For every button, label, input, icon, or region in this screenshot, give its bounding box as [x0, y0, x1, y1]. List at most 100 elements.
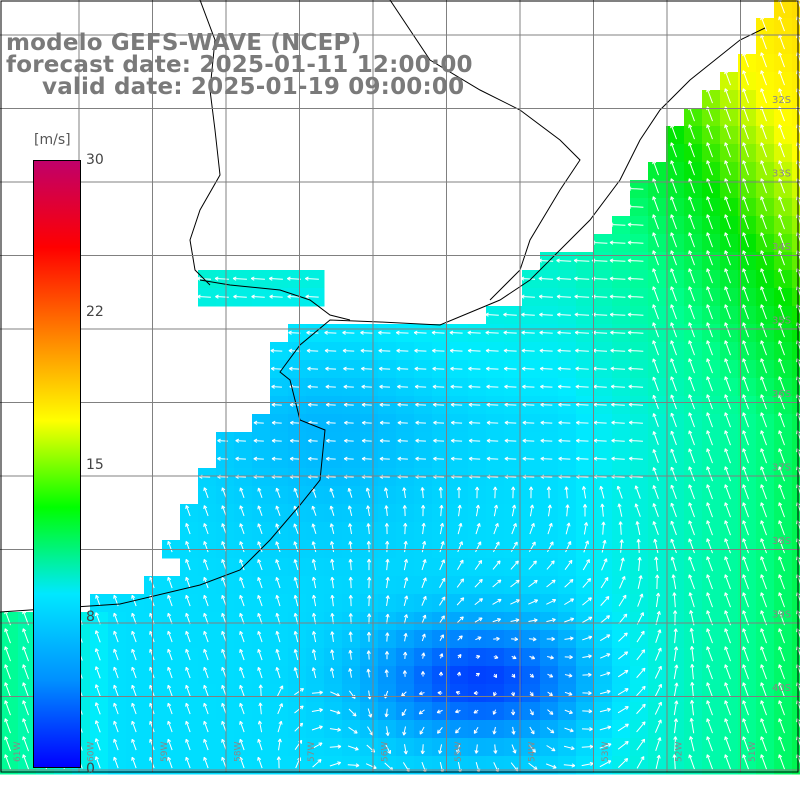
- wind-arrow: [529, 673, 535, 678]
- wind-arrow: [653, 538, 659, 554]
- wind-arrow: [275, 630, 281, 643]
- wind-arrow: [22, 646, 29, 662]
- wind-arrow: [760, 754, 767, 770]
- lat-label: 35S: [772, 316, 791, 327]
- wind-arrow: [185, 666, 191, 679]
- wind-arrow: [760, 286, 767, 302]
- wind-arrow: [329, 505, 335, 516]
- wind-arrow: [432, 366, 445, 371]
- wind-arrow: [742, 358, 749, 374]
- wind-arrow: [311, 649, 317, 661]
- wind-arrow: [724, 574, 731, 590]
- wind-arrow: [305, 294, 319, 299]
- wind-arrow: [306, 330, 319, 335]
- wind-arrow: [599, 742, 612, 749]
- wind-arrow: [724, 214, 731, 230]
- wind-arrow: [510, 541, 518, 553]
- wind-arrow: [778, 376, 785, 392]
- wind-cell: [792, 720, 800, 739]
- wind-arrow: [312, 759, 322, 768]
- wind-cell: [792, 270, 800, 289]
- wind-arrow: [221, 594, 227, 607]
- wind-arrow: [221, 684, 227, 697]
- wind-arrow: [652, 503, 659, 517]
- wind-arrow: [475, 504, 480, 517]
- wind-cell: [792, 684, 800, 703]
- wind-arrow: [593, 438, 607, 443]
- wind-arrow: [277, 685, 284, 697]
- wind-arrow: [778, 250, 785, 266]
- coastline: [0, 0, 766, 613]
- wind-arrow: [778, 736, 785, 752]
- wind-arrow: [688, 412, 695, 428]
- wind-arrow: [724, 484, 731, 500]
- wind-arrow: [564, 727, 574, 733]
- wind-arrow: [673, 700, 679, 716]
- wind-arrow: [760, 268, 767, 284]
- wind-arrow: [599, 760, 612, 768]
- wind-arrow: [546, 636, 555, 642]
- wind-arrow: [778, 160, 785, 176]
- wind-arrow: [22, 754, 29, 770]
- wind-arrow: [557, 384, 571, 389]
- wind-arrow: [275, 505, 281, 516]
- wind-arrow: [547, 504, 552, 517]
- wind-arrow: [688, 376, 695, 392]
- wind-arrow: [563, 763, 576, 768]
- wind-cell: [792, 36, 800, 55]
- wind-arrow: [742, 466, 749, 482]
- wind-arrow: [564, 636, 574, 641]
- wind-arrow: [760, 124, 767, 140]
- wind-arrow: [402, 726, 407, 736]
- coastline-main: [0, 27, 766, 613]
- wind-arrow: [670, 250, 677, 266]
- wind-arrow: [706, 628, 713, 644]
- lon-label: 59W: [160, 742, 170, 762]
- wind-cell: [792, 288, 800, 307]
- wind-arrow: [673, 682, 679, 698]
- wind-cell: [792, 486, 800, 505]
- wind-arrow: [652, 322, 659, 338]
- wind-cell: [792, 396, 800, 415]
- wind-arrow: [742, 322, 749, 338]
- wind-arrow: [510, 599, 520, 605]
- wind-arrow: [456, 559, 464, 571]
- wind-arrow: [379, 456, 390, 461]
- wind-arrow: [486, 438, 499, 443]
- wind-arrow: [203, 738, 209, 751]
- wind-arrow: [311, 612, 317, 625]
- wind-arrow: [378, 330, 391, 335]
- wind-cell: [792, 378, 800, 397]
- wind-arrow: [617, 706, 629, 714]
- wind-arrow: [742, 628, 749, 644]
- wind-arrow: [575, 366, 589, 371]
- wind-arrow: [628, 348, 644, 353]
- wind-arrow: [528, 599, 539, 605]
- wind-arrow: [257, 523, 263, 535]
- wind-arrow: [706, 142, 713, 158]
- wind-cell: [792, 306, 800, 325]
- wind-arrow: [778, 286, 785, 302]
- wind-arrow: [270, 348, 283, 353]
- wind-arrow: [432, 402, 445, 407]
- wind-arrow: [294, 688, 304, 696]
- wind-arrow: [520, 294, 535, 299]
- wind-arrow: [724, 70, 731, 86]
- wind-arrow: [239, 630, 245, 643]
- wind-arrow: [475, 636, 482, 641]
- wind-arrow: [742, 160, 749, 176]
- wind-arrow: [288, 348, 301, 353]
- wind-arrow: [706, 286, 713, 302]
- wind-arrow: [347, 763, 360, 768]
- wind-arrow: [239, 684, 245, 697]
- wind-arrow: [203, 720, 209, 733]
- wind-arrow: [778, 214, 785, 230]
- wind-arrow: [760, 466, 767, 482]
- wind-arrow: [583, 522, 589, 535]
- wind-arrow: [610, 366, 626, 371]
- wind-arrow: [113, 648, 119, 661]
- wind-arrow: [271, 402, 282, 407]
- wind-arrow: [221, 523, 227, 535]
- wind-arrow: [724, 412, 731, 428]
- wind-arrow: [439, 522, 445, 535]
